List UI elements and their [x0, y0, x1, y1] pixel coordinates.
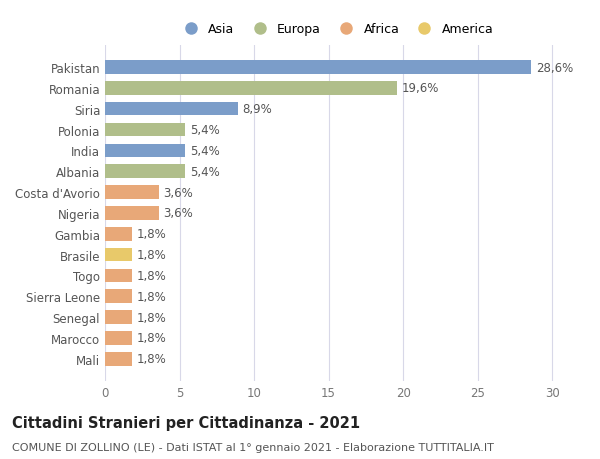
- Bar: [105, 144, 185, 158]
- Text: 19,6%: 19,6%: [401, 82, 439, 95]
- Text: 1,8%: 1,8%: [136, 290, 166, 303]
- Text: 1,8%: 1,8%: [136, 353, 166, 365]
- Bar: [105, 290, 132, 303]
- Text: 28,6%: 28,6%: [536, 62, 573, 74]
- Bar: [105, 269, 132, 283]
- Text: 8,9%: 8,9%: [242, 103, 272, 116]
- Bar: [105, 61, 531, 75]
- Bar: [105, 228, 132, 241]
- Text: 5,4%: 5,4%: [190, 145, 220, 157]
- Text: COMUNE DI ZOLLINO (LE) - Dati ISTAT al 1° gennaio 2021 - Elaborazione TUTTITALIA: COMUNE DI ZOLLINO (LE) - Dati ISTAT al 1…: [12, 442, 494, 452]
- Text: 1,8%: 1,8%: [136, 332, 166, 345]
- Text: 1,8%: 1,8%: [136, 311, 166, 324]
- Text: Cittadini Stranieri per Cittadinanza - 2021: Cittadini Stranieri per Cittadinanza - 2…: [12, 415, 360, 431]
- Bar: [105, 103, 238, 116]
- Text: 5,4%: 5,4%: [190, 124, 220, 137]
- Bar: [105, 311, 132, 324]
- Bar: [105, 248, 132, 262]
- Text: 3,6%: 3,6%: [163, 207, 193, 220]
- Bar: [105, 352, 132, 366]
- Text: 1,8%: 1,8%: [136, 269, 166, 282]
- Legend: Asia, Europa, Africa, America: Asia, Europa, Africa, America: [178, 23, 494, 36]
- Bar: [105, 165, 185, 179]
- Bar: [105, 186, 158, 199]
- Bar: [105, 82, 397, 95]
- Bar: [105, 123, 185, 137]
- Text: 3,6%: 3,6%: [163, 186, 193, 199]
- Text: 1,8%: 1,8%: [136, 228, 166, 241]
- Text: 5,4%: 5,4%: [190, 165, 220, 179]
- Text: 1,8%: 1,8%: [136, 248, 166, 262]
- Bar: [105, 331, 132, 345]
- Bar: [105, 207, 158, 220]
